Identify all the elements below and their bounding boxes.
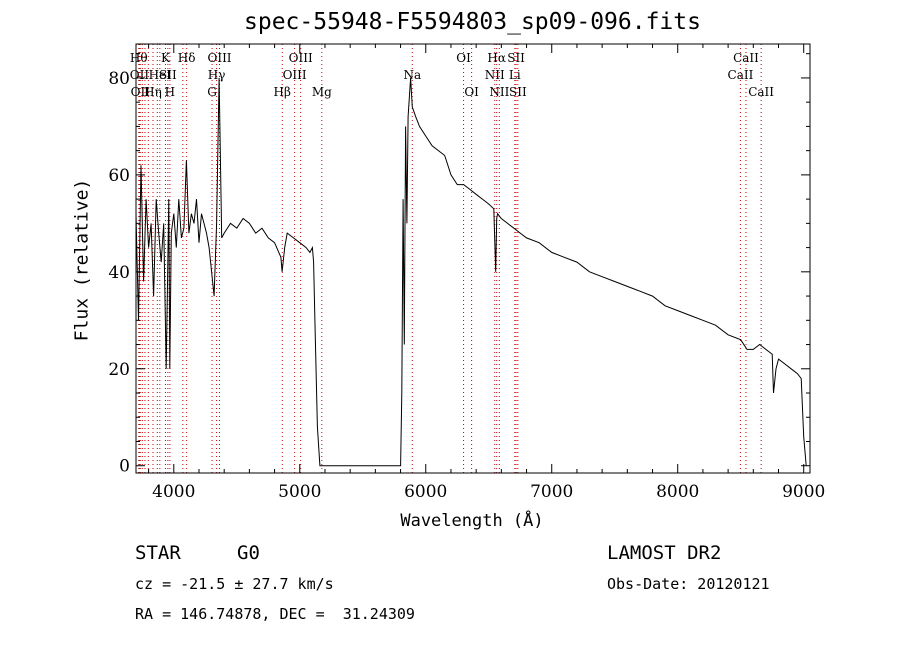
plot-frame — [135, 43, 811, 474]
line-label: OIII — [207, 51, 231, 65]
line-label: Na — [403, 68, 421, 82]
line-label: OI — [456, 51, 471, 65]
object-subclass: G0 — [237, 542, 260, 564]
line-label: Hθ — [130, 51, 148, 65]
x-tick-label: 5000 — [278, 482, 321, 502]
x-tick-label: 7000 — [530, 482, 573, 502]
x-tick-label: 6000 — [404, 482, 447, 502]
spectrum-line — [135, 77, 807, 467]
line-label: NII — [485, 68, 505, 82]
line-label: OIII — [289, 51, 313, 65]
line-label: HeI — [149, 68, 172, 82]
line-label: OI — [464, 85, 479, 99]
chart-title: spec-55948-F5594803_sp09-096.fits — [244, 9, 701, 35]
line-label: OII — [130, 68, 150, 82]
line-label: H — [165, 85, 175, 99]
line-label: CaII — [748, 85, 774, 99]
coordinates: RA = 146.74878, DEC = 31.24309 — [135, 605, 415, 623]
y-tick-label: 60 — [108, 166, 130, 186]
line-label-layer: HθOIIOIIHηHeIKSIIHHδGHγOIIIHβOIIIOIIIMgN… — [130, 51, 775, 99]
line-label: SII — [509, 85, 527, 99]
line-label: Hγ — [208, 68, 226, 82]
y-tick-label: 80 — [108, 69, 130, 89]
line-label: OIII — [283, 68, 307, 82]
line-label: Li — [509, 68, 521, 82]
line-label: Hα — [487, 51, 506, 65]
line-label: NII — [489, 85, 509, 99]
line-label: CaII — [733, 51, 759, 65]
x-axis-label: Wavelength (Å) — [400, 511, 544, 531]
x-tick-label: 8000 — [656, 482, 699, 502]
line-label: CaII — [728, 68, 754, 82]
line-label: K — [161, 51, 171, 65]
survey-name: LAMOST DR2 — [607, 542, 722, 564]
line-label: G — [207, 85, 217, 99]
x-tick-label: 4000 — [152, 482, 195, 502]
line-marker-layer — [138, 44, 762, 473]
line-label: SII — [507, 51, 525, 65]
line-label: Mg — [312, 85, 332, 99]
x-tick-label: 9000 — [782, 482, 825, 502]
axis-ticks: 4000 5000 6000 7000 8000 9000 0 20 40 60 80 — [108, 44, 825, 502]
line-label: Hδ — [178, 51, 196, 65]
line-label: Hη — [144, 85, 162, 99]
y-tick-label: 0 — [119, 457, 130, 477]
y-tick-label: 20 — [108, 360, 130, 380]
y-tick-label: 40 — [108, 263, 130, 283]
redshift-velocity: cz = -21.5 ± 27.7 km/s — [135, 575, 334, 593]
line-label: Hβ — [274, 85, 291, 99]
line-label: SII — [159, 68, 177, 82]
object-class: STAR — [135, 542, 181, 564]
observation-date: Obs-Date: 20120121 — [607, 575, 770, 593]
